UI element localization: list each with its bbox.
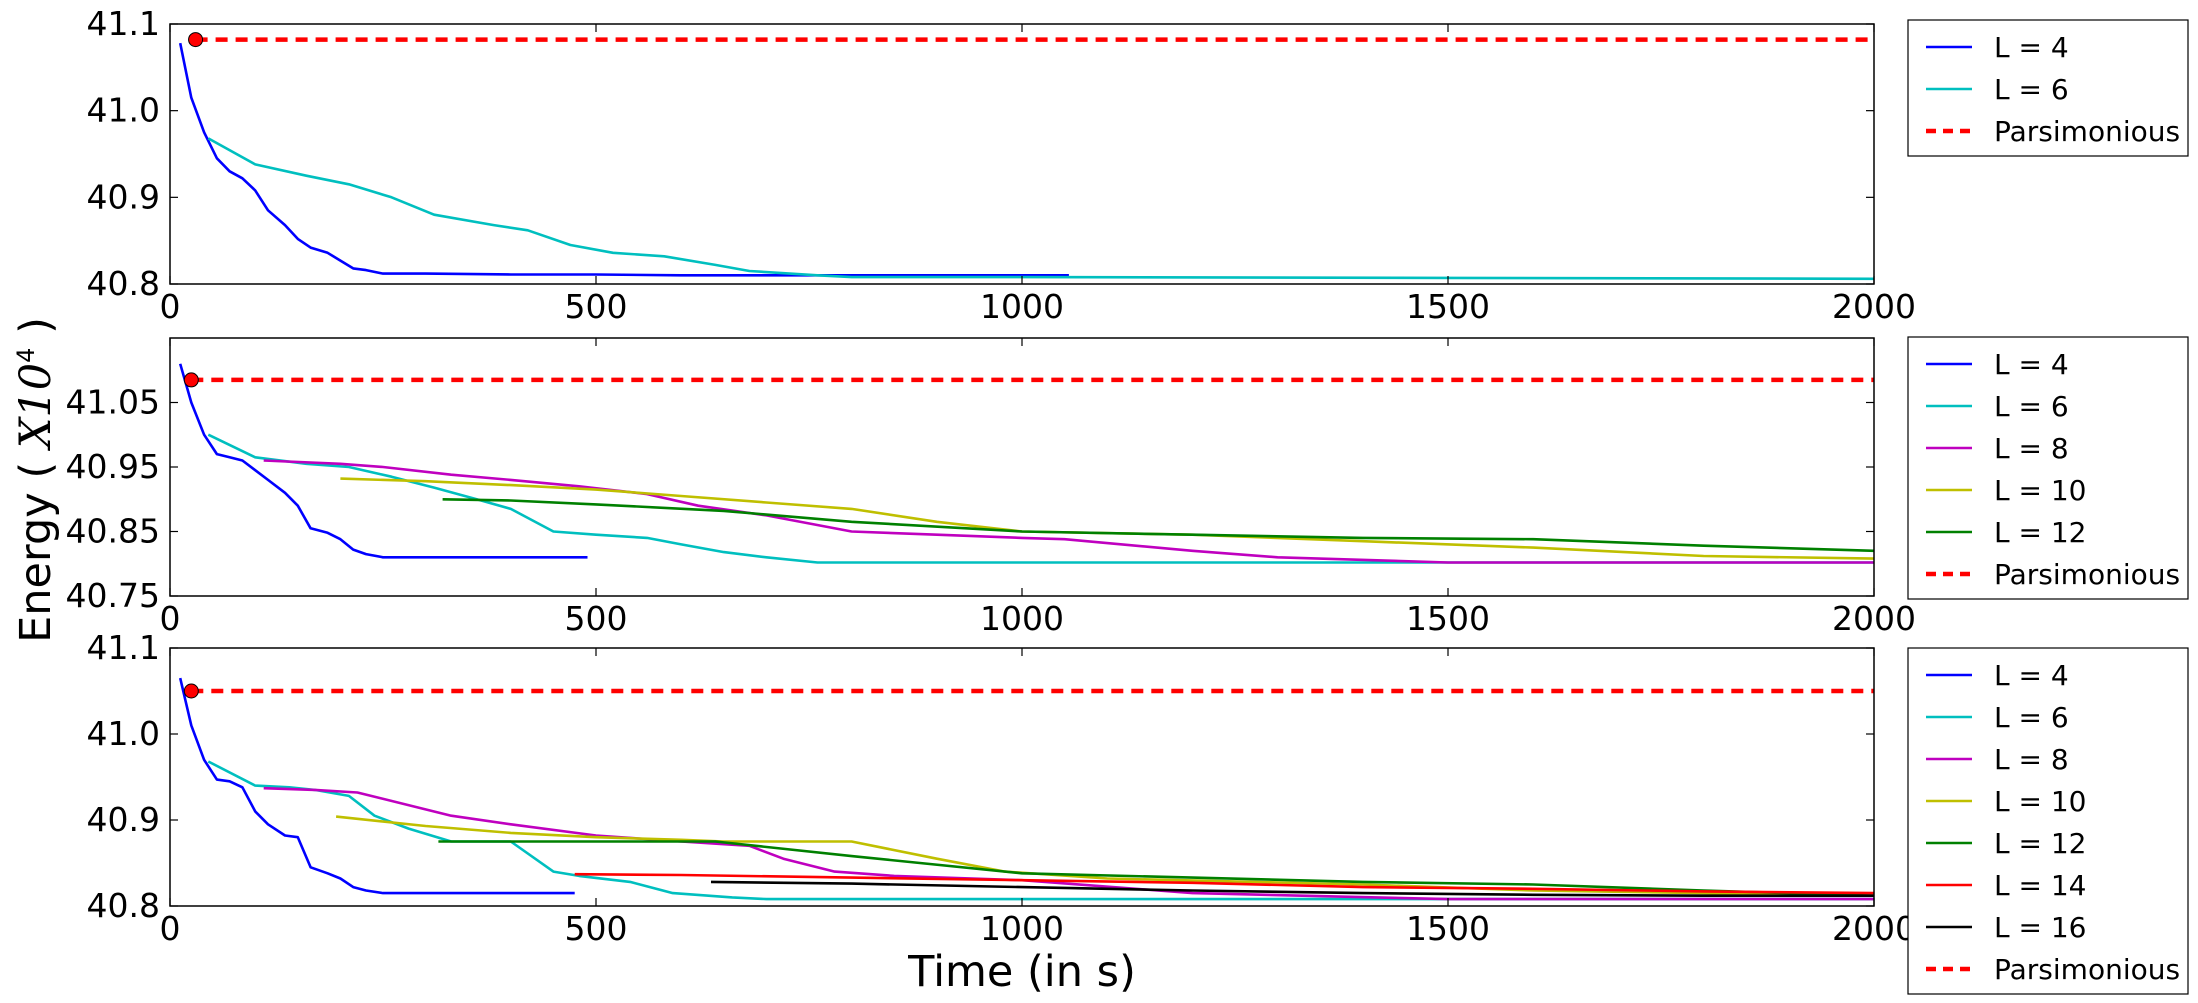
- series-line-l-6: [207, 760, 1874, 901]
- legend-label-l-10: L = 10: [1994, 474, 2087, 507]
- series-group: [178, 677, 1874, 901]
- y-tick-label: 41.0: [87, 91, 160, 130]
- legend-label-l-12: L = 12: [1994, 516, 2087, 549]
- legend-label-l-8: L = 8: [1994, 743, 2069, 776]
- legend-box: [1907, 19, 2189, 157]
- series-line-l-4: [178, 677, 575, 895]
- legend: L = 4 L = 6 L = 8 L = 10 L = 12 Parsimonious: [1907, 336, 2189, 600]
- series-line-l-6: [207, 137, 1874, 281]
- series-marker-parsimonious: [183, 372, 199, 388]
- series-group: [178, 37, 1874, 281]
- y-axis-title: Energy ( X104 ): [11, 317, 61, 643]
- legend-box: [1907, 336, 2189, 600]
- y-tick-label: 40.9: [87, 177, 160, 216]
- legend-label-l-12: L = 12: [1994, 827, 2087, 860]
- x-tick-label: 1000: [980, 599, 1064, 638]
- legend-label-l-4: L = 4: [1994, 31, 2069, 64]
- x-tick-label: 2000: [1832, 909, 1916, 948]
- x-tick-label: 0: [160, 909, 181, 948]
- legend-label-l-6: L = 6: [1994, 701, 2069, 734]
- legend: L = 4 L = 6 Parsimonious: [1907, 19, 2189, 157]
- y-tick-label: 41.05: [66, 383, 160, 422]
- panel-2: 0 500 1000 1500 2000 41.05 40.95 40.85 40.75 L = …: [66, 336, 2189, 638]
- legend-label-parsimonious: Parsimonious: [1994, 115, 2180, 148]
- axes-frame: [169, 647, 1875, 907]
- y-tick-label: 40.8: [87, 264, 160, 303]
- y-tick-label: 41.0: [87, 714, 160, 753]
- x-tick-label: 1500: [1406, 909, 1490, 948]
- y-tick-label: 41.1: [87, 4, 160, 43]
- series-group: [178, 363, 1874, 564]
- legend-label-l-6: L = 6: [1994, 390, 2069, 423]
- x-tick-label: 2000: [1832, 287, 1916, 326]
- series-line-l-12: [438, 840, 1874, 897]
- y-axis-title-var: X10: [11, 363, 61, 451]
- x-tick-label: 2000: [1832, 599, 1916, 638]
- series-marker-parsimonious: [188, 32, 204, 48]
- y-tick-label: 41.1: [87, 628, 160, 667]
- y-axis-title-suffix: ): [11, 317, 61, 347]
- y-tick-label: 40.85: [66, 512, 160, 551]
- x-tick-label: 500: [565, 599, 628, 638]
- panel-3: 0 500 1000 1500 2000 41.1 41.0 40.9 40.8 Time (in…: [87, 628, 2189, 997]
- x-tick-label: 1000: [980, 287, 1064, 326]
- legend-label-parsimonious: Parsimonious: [1994, 953, 2180, 986]
- series-line-l-8: [263, 786, 1874, 901]
- y-axis-title-prefix: Energy (: [11, 448, 61, 643]
- legend-label-l-14: L = 14: [1994, 869, 2087, 902]
- series-line-l-6: [207, 433, 1874, 564]
- y-tick-label: 40.8: [87, 886, 160, 925]
- x-tick-label: 1000: [980, 909, 1064, 948]
- x-axis-title: Time (in s): [907, 947, 1136, 997]
- y-tick-label: 40.75: [66, 576, 160, 615]
- y-tick-label: 40.9: [87, 800, 160, 839]
- x-tick-label: 0: [160, 287, 181, 326]
- series-line-l-16: [710, 880, 1874, 898]
- y-tick-label: 40.95: [66, 447, 160, 486]
- series-marker-parsimonious: [183, 683, 199, 699]
- legend: L = 4 L = 6 L = 8 L = 10 L = 12 L = 14 L = 16 P…: [1907, 647, 2189, 995]
- legend-box: [1907, 647, 2189, 995]
- series-line-l-10: [340, 477, 1874, 560]
- x-tick-label: 500: [565, 909, 628, 948]
- series-line-l-4: [178, 363, 588, 559]
- x-tick-label: 1500: [1406, 287, 1490, 326]
- series-line-l-4: [178, 42, 1069, 277]
- x-tick-label: 0: [160, 599, 181, 638]
- legend-label-l-6: L = 6: [1994, 73, 2069, 106]
- legend-label-l-4: L = 4: [1994, 348, 2069, 381]
- series-line-l-8: [263, 459, 1874, 564]
- legend-label-l-4: L = 4: [1994, 659, 2069, 692]
- x-tick-label: 500: [565, 287, 628, 326]
- series-line-l-14: [574, 872, 1874, 895]
- legend-label-l-8: L = 8: [1994, 432, 2069, 465]
- legend-label-l-10: L = 10: [1994, 785, 2087, 818]
- series-line-l-12: [442, 498, 1874, 553]
- axes-frame: [169, 23, 1875, 285]
- y-axis-title-exp: 4: [12, 348, 40, 363]
- legend-label-parsimonious: Parsimonious: [1994, 558, 2180, 591]
- series-line-l-10: [335, 815, 1874, 897]
- legend-label-l-16: L = 16: [1994, 911, 2087, 944]
- x-tick-label: 1500: [1406, 599, 1490, 638]
